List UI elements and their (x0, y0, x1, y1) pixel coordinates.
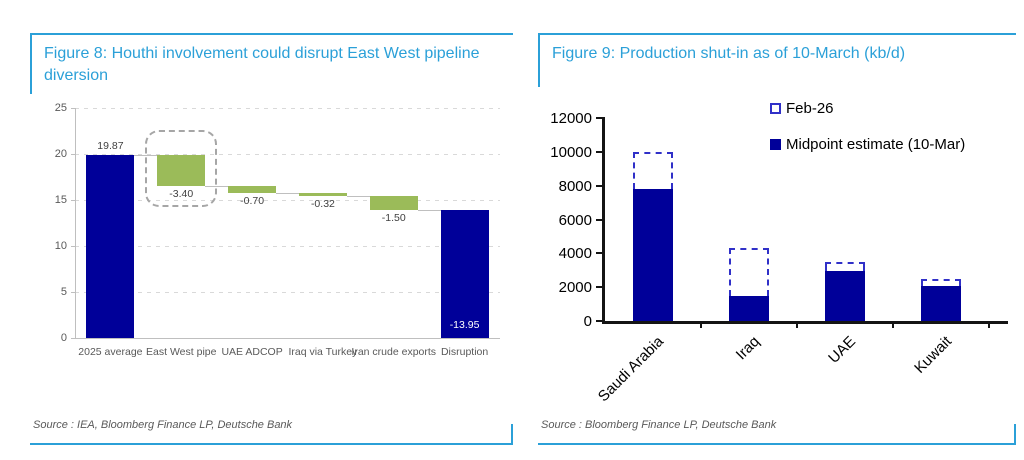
x-category-label-0: Saudi Arabia (594, 333, 668, 406)
y-axis-tick (596, 320, 602, 322)
x-category-label-3: Kuwait (911, 333, 956, 377)
gridline-y-10 (75, 246, 500, 247)
figure9-title-box: Figure 9: Production shut-in as of 10-Ma… (538, 33, 1016, 87)
figure8-bottom-border-tick (511, 424, 513, 445)
waterfall-bar-5 (440, 209, 489, 338)
y-axis-tick (71, 200, 75, 201)
bar-value-label-5: -13.95 (449, 319, 480, 331)
waterfall-bar-1 (157, 155, 206, 187)
y-axis-tick-label: 20 (54, 148, 67, 160)
y-axis-tick-label: 10 (54, 240, 67, 252)
feb26-dashed-square-legend-icon (770, 103, 781, 114)
gridline-y-5 (75, 292, 500, 293)
bar-value-label-3: -0.32 (310, 197, 335, 210)
highlight-dashed-box (145, 130, 218, 208)
y-axis-tick (596, 286, 602, 289)
feb26-dashed-bar-1 (729, 248, 769, 297)
figure8-source: Source : IEA, Bloomberg Finance LP, Deut… (33, 419, 293, 431)
y-axis-tick (71, 154, 75, 155)
midpoint-bar-2 (825, 271, 865, 321)
x-axis-tick-3 (892, 321, 894, 328)
midpoint-bar-1 (729, 296, 769, 321)
figure9-bottom-border (538, 443, 1016, 445)
x-category-label-2: UAE ADCOP (221, 346, 283, 358)
y-axis-tick-label: 0 (60, 332, 67, 344)
x-category-label-5: Disruption (440, 346, 489, 358)
x-category-label-1: East West pipe (146, 346, 217, 358)
feb26-dashed-bar-3 (921, 278, 961, 287)
x-category-label-3: Iraq via Turkey (288, 346, 358, 358)
y-axis-tick (596, 184, 602, 187)
y-axis-tick (71, 292, 75, 293)
x-category-label-1: Iraq (732, 333, 764, 364)
midpoint-legend-label: Midpoint estimate (10-Mar) (786, 136, 966, 153)
y-axis-tick (596, 150, 602, 153)
waterfall-connector-4 (417, 209, 441, 211)
figure8-title: Figure 8: Houthi involvement could disru… (44, 45, 480, 85)
figure8-panel: Figure 8: Houthi involvement could disru… (30, 33, 513, 445)
y-axis-tick (596, 117, 602, 119)
figure9-panel: Figure 9: Production shut-in as of 10-Ma… (538, 33, 1016, 445)
figure9-bar-chart: 0 2000 4000 6000 8000 10000 12000 Saudi Arabia I… (538, 33, 1016, 445)
y-axis-tick-label: 10000 (550, 143, 592, 161)
x-axis-line (602, 321, 1008, 324)
y-axis-tick-label: 6000 (558, 211, 592, 229)
feb26-dashed-bar-0 (633, 151, 673, 190)
legend-item-midpoint: Midpoint estimate (10-Mar) (770, 136, 965, 153)
bar-value-label-1: -3.40 (169, 188, 194, 201)
x-category-label-2: UAE (825, 333, 860, 367)
y-axis-tick (71, 108, 75, 109)
figure8-bottom-border (30, 443, 513, 445)
waterfall-bar-3 (298, 192, 347, 196)
gridline-y-20 (75, 154, 500, 155)
x-axis-tick-1 (700, 321, 702, 328)
gridline-y-25 (75, 108, 500, 109)
y-axis-tick (596, 218, 602, 221)
y-axis-tick-label: 15 (54, 194, 67, 206)
bar-value-label-4: -1.50 (381, 211, 406, 224)
y-axis-tick-label: 2000 (558, 279, 592, 297)
bar-value-label-0: 19.87 (97, 140, 124, 153)
legend-item-feb26: Feb-26 (770, 100, 834, 117)
waterfall-bar-0 (86, 155, 135, 338)
midpoint-bar-3 (921, 286, 961, 321)
feb26-legend-label: Feb-26 (786, 100, 834, 117)
figure9-bottom-border-tick (1014, 424, 1016, 445)
y-axis-tick-label: 8000 (558, 177, 592, 195)
feb26-dashed-bar-2 (825, 261, 865, 272)
waterfall-bar-4 (369, 195, 418, 210)
figure8-title-box: Figure 8: Houthi involvement could disru… (30, 33, 513, 94)
bar-value-label-2: -0.70 (240, 194, 265, 207)
waterfall-connector-3 (346, 195, 370, 197)
y-axis-tick-label: 4000 (558, 245, 592, 263)
figure9-title: Figure 9: Production shut-in as of 10-Ma… (552, 45, 906, 62)
gridline-y-15 (75, 200, 500, 201)
midpoint-solid-square-legend-icon (770, 139, 781, 150)
figure9-source: Source : Bloomberg Finance LP, Deutsche … (541, 419, 777, 431)
y-axis-tick (596, 252, 602, 255)
x-axis-tick-2 (796, 321, 798, 328)
y-axis-tick-label: 5 (60, 286, 67, 298)
y-axis-tick (71, 338, 75, 339)
y-axis-tick-label: 12000 (550, 110, 592, 127)
y-axis-line (602, 117, 605, 323)
waterfall-connector-2 (276, 192, 299, 194)
y-axis-tick-label: 0 (583, 313, 592, 330)
x-category-label-4: Iran crude exports (351, 346, 437, 358)
y-axis-line (75, 108, 76, 338)
y-axis-tick-label: 25 (54, 102, 67, 114)
x-axis-tick-4 (988, 321, 990, 328)
waterfall-bar-2 (228, 186, 277, 193)
figure8-waterfall-chart: 0 5 10 15 20 25 19.87 -3.40 -0.70 -0.32 -1.50 -13.9… (30, 33, 513, 445)
x-category-label-0: 2025 average (78, 346, 143, 358)
y-axis-tick (71, 246, 75, 247)
x-axis-line (75, 338, 500, 339)
midpoint-bar-0 (633, 189, 673, 321)
